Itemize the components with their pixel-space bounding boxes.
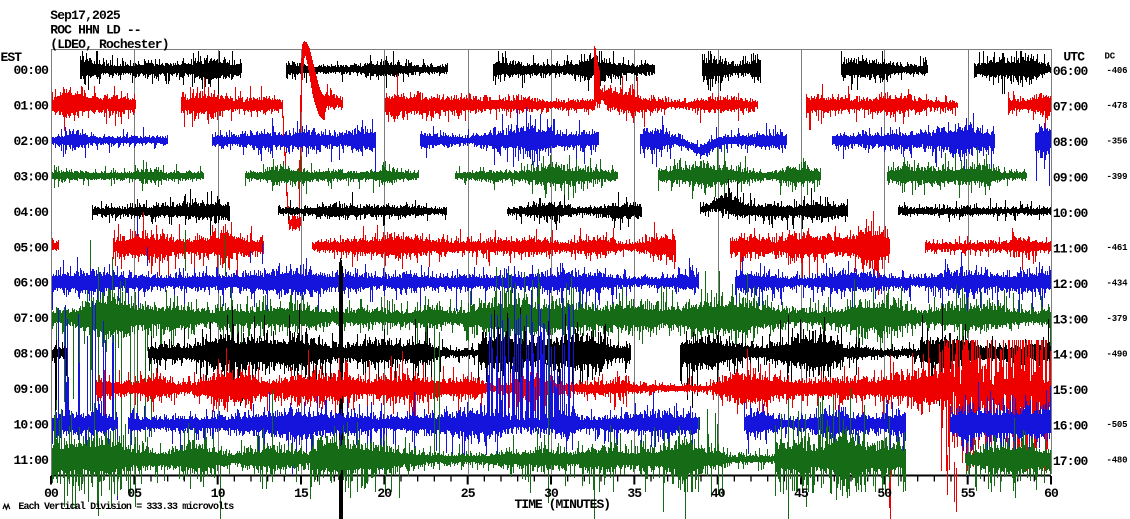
svg-text:09:00: 09:00 [1053,171,1089,186]
svg-text:-480: -480 [1107,456,1128,466]
svg-text:11:00: 11:00 [1053,241,1089,256]
svg-text:Sep17,2025: Sep17,2025 [50,8,121,23]
svg-text:16:00: 16:00 [1053,419,1089,434]
svg-text:10:00: 10:00 [1053,206,1089,221]
svg-text:03:00: 03:00 [14,169,50,184]
svg-text:05:00: 05:00 [14,240,50,255]
svg-text:TIME (MINUTES): TIME (MINUTES) [515,497,612,512]
svg-text:45: 45 [794,486,809,501]
svg-text:55: 55 [961,486,976,501]
svg-text:10:00: 10:00 [14,418,50,433]
svg-text:12:00: 12:00 [1053,277,1089,292]
svg-text:(LDEO, Rochester): (LDEO, Rochester) [50,37,169,52]
svg-text:UTC: UTC [1063,50,1085,65]
svg-text:09:00: 09:00 [14,382,50,397]
svg-text:13:00: 13:00 [1053,312,1089,327]
svg-text:06:00: 06:00 [14,276,50,291]
svg-text:-406: -406 [1107,66,1128,76]
svg-text:04:00: 04:00 [14,205,50,220]
svg-text:-490: -490 [1107,349,1128,359]
svg-text:00:00: 00:00 [14,63,50,78]
svg-text:11:00: 11:00 [14,453,50,468]
svg-text:15:00: 15:00 [1053,383,1089,398]
svg-text:01:00: 01:00 [14,99,50,114]
svg-text:15: 15 [294,486,309,501]
svg-text:ROC HHN LD --: ROC HHN LD -- [50,22,141,37]
svg-text:50: 50 [877,486,892,501]
svg-text:08:00: 08:00 [1053,135,1089,150]
svg-text:07:00: 07:00 [1053,100,1089,115]
svg-text:40: 40 [711,486,726,501]
svg-text:20: 20 [377,486,392,501]
svg-text:-434: -434 [1107,278,1129,288]
svg-text:EST: EST [1,50,23,65]
svg-text:00: 00 [44,486,59,501]
svg-text:02:00: 02:00 [14,134,50,149]
svg-text:-379: -379 [1107,314,1128,324]
svg-text:-478: -478 [1107,101,1128,111]
svg-text:14:00: 14:00 [1053,348,1089,363]
svg-text:DC: DC [1105,52,1116,62]
svg-text:-399: -399 [1107,172,1128,182]
svg-text:-461: -461 [1107,243,1129,253]
svg-text:25: 25 [461,486,476,501]
svg-text:60: 60 [1044,486,1059,501]
svg-text:07:00: 07:00 [14,311,50,326]
svg-text:-505: -505 [1107,420,1128,430]
svg-text:-356: -356 [1107,137,1128,147]
svg-text:10: 10 [211,486,226,501]
svg-text:17:00: 17:00 [1053,454,1089,469]
svg-text:05: 05 [127,486,142,501]
svg-text:06:00: 06:00 [1053,64,1089,79]
svg-text:Each Vertical Division = 333.: Each Vertical Division = 333.33 microvol… [18,501,234,513]
svg-text:30: 30 [544,486,559,501]
svg-text:08:00: 08:00 [14,347,50,362]
svg-text:35: 35 [627,486,642,501]
